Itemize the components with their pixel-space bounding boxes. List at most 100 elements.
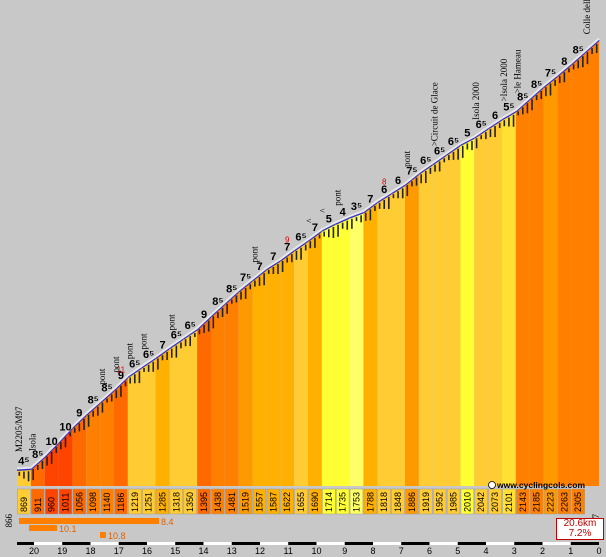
profile-segment bbox=[211, 303, 225, 486]
elevation-cell bbox=[266, 488, 281, 515]
elevation-cell bbox=[322, 488, 336, 515]
profile-line bbox=[168, 337, 184, 350]
elevation-label: 1886 bbox=[407, 492, 417, 512]
axis-stripe bbox=[203, 542, 232, 545]
gradient-label: 6⁵ bbox=[476, 119, 487, 131]
profile-segment bbox=[335, 217, 350, 487]
legend-label: 10.8 bbox=[108, 531, 126, 541]
elevation-label: 1056 bbox=[74, 492, 84, 512]
profile-segment bbox=[321, 223, 336, 487]
site-link[interactable]: www.cyclingcols.com bbox=[488, 480, 586, 490]
gradient-label: 8⁵ bbox=[573, 44, 584, 56]
profile-segment bbox=[72, 414, 87, 486]
profile-line bbox=[265, 259, 281, 271]
gradient-label: 6⁵ bbox=[129, 358, 140, 370]
elevation-cell bbox=[280, 488, 294, 515]
distance-tick-label: 4 bbox=[483, 546, 488, 556]
gradient-label: 9 bbox=[118, 370, 124, 382]
profile-segment bbox=[543, 76, 558, 487]
elevation-cell bbox=[460, 488, 475, 515]
gradient-label: 6 bbox=[381, 184, 387, 196]
axis-stripe bbox=[372, 542, 402, 545]
profile-segment bbox=[58, 427, 73, 486]
profile-segment bbox=[488, 119, 502, 486]
profile-line bbox=[154, 347, 171, 360]
profile-line bbox=[529, 86, 545, 100]
distance-tick-label: 13 bbox=[227, 546, 237, 556]
profile-segment bbox=[405, 173, 419, 486]
profile-line bbox=[57, 427, 74, 444]
gradient-label: 8⁵ bbox=[32, 449, 43, 461]
climb-average-gradient: 7.2% bbox=[568, 528, 592, 539]
annotation-label: pont bbox=[333, 189, 343, 206]
elevation-label: 2143 bbox=[518, 492, 528, 512]
profile-line bbox=[71, 414, 87, 429]
profile-segment bbox=[280, 250, 295, 486]
elevation-label: 960 bbox=[47, 497, 57, 512]
gradient-label: 6⁵ bbox=[448, 136, 459, 148]
elevation-cell bbox=[308, 488, 322, 515]
profile-segment bbox=[308, 230, 322, 486]
profile-segment bbox=[266, 260, 281, 486]
profile-line bbox=[113, 376, 129, 392]
elevation-cell bbox=[100, 488, 114, 515]
annotation-label: pont bbox=[249, 246, 259, 263]
distance-tick-label: 2 bbox=[540, 546, 545, 556]
elevation-label: 1395 bbox=[199, 492, 209, 512]
gradient-label: 7 bbox=[312, 222, 318, 234]
elevation-label: 1519 bbox=[241, 492, 251, 512]
elevation-label: 1788 bbox=[365, 492, 375, 512]
gradient-label: 7⁵ bbox=[406, 165, 417, 177]
profile-segment bbox=[460, 137, 475, 486]
elevation-cell bbox=[31, 488, 45, 515]
profile-line bbox=[570, 51, 586, 66]
elevation-cell bbox=[197, 488, 211, 515]
elevation-label: 2101 bbox=[504, 492, 514, 512]
profile-line bbox=[556, 63, 572, 77]
annotation-label: M2205/M97 bbox=[14, 406, 24, 452]
annotation-label: pont bbox=[139, 333, 149, 350]
elevation-cell bbox=[72, 488, 87, 515]
elevation-label: 2223 bbox=[546, 492, 556, 512]
profile-line bbox=[182, 328, 198, 340]
elevation-cell bbox=[446, 488, 461, 515]
elevation-cell bbox=[155, 488, 170, 515]
gradient-label: 7⁵ bbox=[240, 272, 251, 284]
distance-axis: 20 19 18 17 16 15 14 13 12 11 10 9 8 7 6 5 4 3 2 1 0 bbox=[17, 542, 602, 556]
max-gradient-legend: 8.4 10.1 10.8 bbox=[19, 517, 174, 541]
distance-tick-label: 16 bbox=[142, 546, 152, 556]
profile-segment bbox=[252, 269, 267, 486]
slope-marks bbox=[18, 44, 598, 482]
profile-segment bbox=[502, 111, 516, 486]
gradient-label: 8 bbox=[561, 56, 567, 68]
gradient-label: 8⁵ bbox=[517, 91, 528, 103]
site-url[interactable]: www.cyclingcols.com bbox=[496, 480, 585, 490]
copyright-icon bbox=[488, 481, 496, 489]
gradient-label: 6 bbox=[395, 175, 401, 187]
max-gradient-label: 8 bbox=[382, 177, 387, 186]
elevation-cell bbox=[488, 488, 502, 515]
elevation-label: 1140 bbox=[102, 493, 112, 512]
elevation-label: 1011 bbox=[61, 493, 71, 512]
profile-segment bbox=[183, 329, 198, 486]
profile-line bbox=[307, 229, 323, 242]
elevation-cell bbox=[17, 488, 31, 515]
gradient-label: 8⁵ bbox=[88, 395, 99, 407]
gradient-label: 6⁵ bbox=[420, 155, 431, 167]
elevation-label: 1714 bbox=[324, 492, 334, 512]
distance-tick-label: 15 bbox=[170, 546, 180, 556]
axis-bar bbox=[17, 542, 599, 545]
elevation-cell bbox=[405, 488, 419, 515]
axis-stripe bbox=[542, 542, 571, 545]
elevation-cell bbox=[516, 488, 530, 515]
elevation-cell bbox=[529, 488, 544, 515]
elevation-label: 1098 bbox=[88, 492, 98, 512]
distance-tick-label: 14 bbox=[198, 546, 208, 556]
elevation-cell bbox=[169, 488, 184, 515]
elevation-label: 1587 bbox=[268, 492, 278, 512]
profile-segment bbox=[224, 291, 239, 486]
distance-tick-label: 17 bbox=[114, 546, 124, 556]
elevation-cell bbox=[391, 488, 405, 515]
gradient-label: 6 bbox=[492, 110, 498, 122]
